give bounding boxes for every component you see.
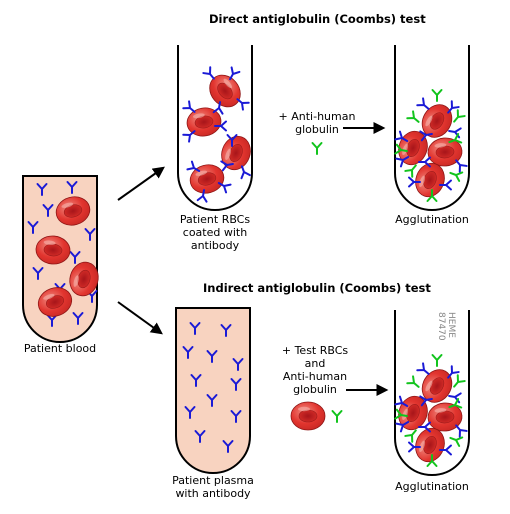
- tube-agglutination-indirect: [393, 310, 470, 476]
- agglutination-top-label: Agglutination: [395, 213, 469, 226]
- direct-reagent-label: + Anti-human globulin: [278, 110, 356, 136]
- tube-patient-blood: [22, 175, 103, 343]
- tube-patient-plasma: [175, 307, 251, 474]
- tube-agglutination-direct: [393, 45, 470, 211]
- test-rbc-icon: [290, 401, 326, 431]
- tube-coated-rbcs: [177, 45, 256, 211]
- agglutination-bottom-label: Agglutination: [395, 480, 469, 493]
- graphic-watermark: HEME 87470: [436, 312, 456, 341]
- patient-blood-label: Patient blood: [23, 342, 97, 355]
- direct-test-title: Direct antiglobulin (Coombs) test: [209, 12, 426, 26]
- anti-human-globulin-icon: [311, 142, 323, 155]
- arrow-to-coated-rbcs: [117, 166, 165, 201]
- indirect-test-title: Indirect antiglobulin (Coombs) test: [203, 281, 431, 295]
- indirect-reagent-label: + Test RBCs and Anti-human globulin: [281, 344, 349, 396]
- coated-rbcs-label: Patient RBCs coated with antibody: [179, 213, 251, 252]
- patient-plasma-label: Patient plasma with antibody: [172, 474, 254, 500]
- rbc-icon: [184, 68, 256, 198]
- anti-human-globulin-icon: [331, 410, 343, 423]
- arrow-to-patient-plasma: [117, 301, 163, 335]
